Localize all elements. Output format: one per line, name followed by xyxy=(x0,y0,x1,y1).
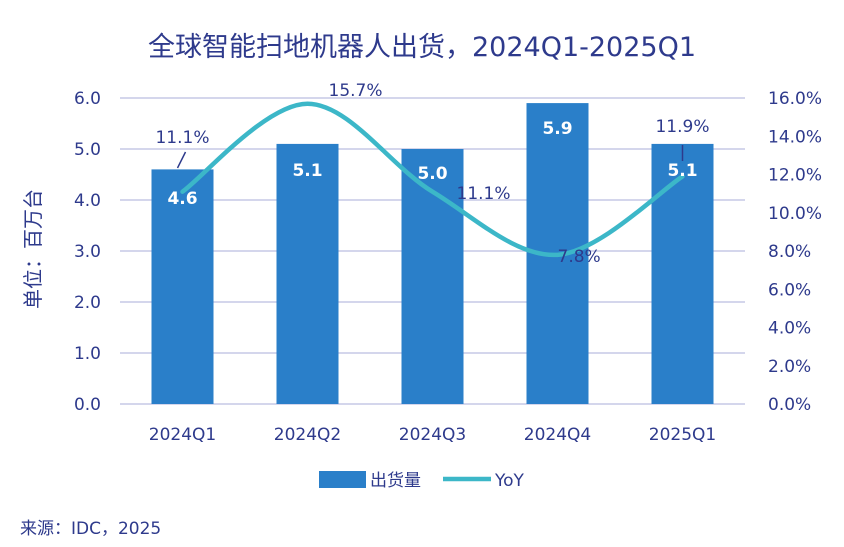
bar-value-label: 5.0 xyxy=(417,164,447,184)
chart-title: 全球智能扫地机器人出货，2024Q1-2025Q1 xyxy=(148,32,696,63)
yoy-value-label: 11.1% xyxy=(155,128,209,148)
data-labels: 4.6 5.1 5.0 5.9 5.1 11.1% 15.7% 11.1% 7.8% 11.9% xyxy=(155,81,709,267)
bar xyxy=(276,143,339,404)
y-left-tick-label: 2.0 xyxy=(74,293,101,313)
y-right-tick-label: 16.0% xyxy=(768,89,822,109)
bar-value-label: 5.1 xyxy=(292,161,322,181)
yoy-leader-line xyxy=(176,151,187,169)
y-left-tick-label: 5.0 xyxy=(74,140,101,160)
yoy-line xyxy=(180,101,685,258)
legend-swatch-bar xyxy=(319,471,366,488)
bar-value-label: 5.1 xyxy=(667,161,697,181)
x-tick-label: 2024Q2 xyxy=(274,425,341,445)
y-left-tick-label: 0.0 xyxy=(74,395,101,415)
axis-ticks: 0.0 1.0 2.0 3.0 4.0 5.0 6.0 0.0% 2.0% 4.0% 6.0% 8.0… xyxy=(74,89,822,445)
bar xyxy=(651,143,714,404)
y-right-tick-label: 8.0% xyxy=(768,242,811,262)
legend-label-line: YoY xyxy=(494,471,525,491)
y-right-tick-label: 4.0% xyxy=(768,319,811,339)
legend: 出货量 YoY xyxy=(319,471,525,491)
x-tick-label: 2025Q1 xyxy=(649,425,716,445)
bar-series xyxy=(151,103,714,404)
yoy-value-label: 11.1% xyxy=(457,184,511,204)
yoy-value-label: 15.7% xyxy=(329,81,383,101)
yoy-value-label: 7.8% xyxy=(558,247,601,267)
bar xyxy=(401,149,464,404)
x-tick-label: 2024Q4 xyxy=(524,425,591,445)
x-tick-label: 2024Q1 xyxy=(149,425,216,445)
y-left-tick-label: 6.0 xyxy=(74,89,101,109)
y-right-tick-label: 14.0% xyxy=(768,127,822,147)
y-axis-label: 单位：百万台 xyxy=(21,189,45,309)
yoy-line-series xyxy=(180,101,685,258)
y-right-tick-label: 2.0% xyxy=(768,357,811,377)
y-left-tick-label: 1.0 xyxy=(74,344,101,364)
yoy-value-label: 11.9% xyxy=(655,117,709,137)
y-right-tick-label: 10.0% xyxy=(768,204,822,224)
legend-label-bar: 出货量 xyxy=(370,471,421,491)
y-right-tick-label: 6.0% xyxy=(768,280,811,300)
y-left-tick-label: 3.0 xyxy=(74,242,101,262)
x-tick-label: 2024Q3 xyxy=(399,425,466,445)
bar xyxy=(151,169,214,404)
y-left-tick-label: 4.0 xyxy=(74,191,101,211)
bar-value-label: 5.9 xyxy=(542,119,572,139)
bar-value-label: 4.6 xyxy=(167,189,197,209)
source-note: 来源：IDC，2025 xyxy=(20,519,161,539)
y-right-tick-label: 12.0% xyxy=(768,166,822,186)
y-right-tick-label: 0.0% xyxy=(768,395,811,415)
